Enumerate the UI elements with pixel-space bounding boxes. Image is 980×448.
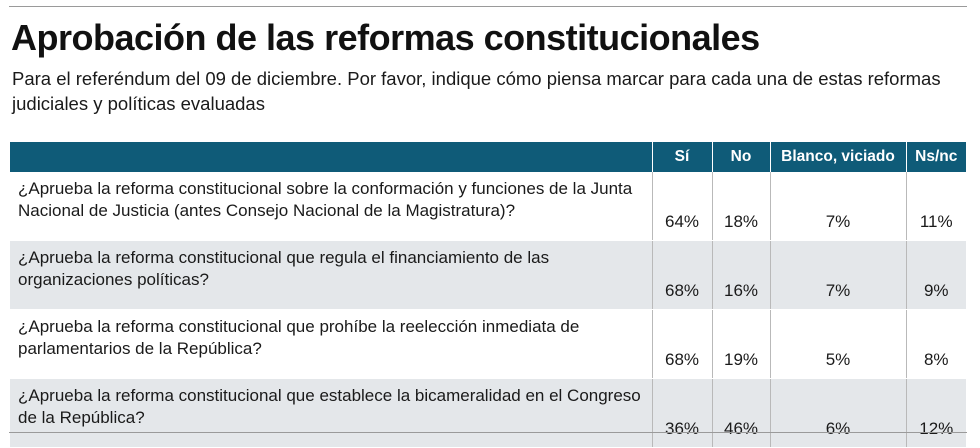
question-cell: ¿Aprueba la reforma constitucional que e… <box>10 378 652 448</box>
results-table: Sí No Blanco, viciado Ns/nc ¿Aprueba la … <box>10 142 966 448</box>
value-blanco-viciado: 5% <box>769 309 906 379</box>
table-row: ¿Aprueba la reforma constitucional sobre… <box>10 172 966 241</box>
value-blanco-viciado: 6% <box>769 378 906 448</box>
header-question <box>10 142 652 172</box>
value-no: 19% <box>711 309 770 379</box>
table-row: ¿Aprueba la reforma constitucional que r… <box>10 240 966 310</box>
header-blanco-viciado: Blanco, viciado <box>769 142 906 172</box>
header-si: Sí <box>651 142 712 172</box>
question-cell: ¿Aprueba la reforma constitucional que p… <box>10 309 652 379</box>
value-si: 36% <box>651 378 712 448</box>
value-ns-nc: 9% <box>905 240 966 310</box>
header-no: No <box>711 142 770 172</box>
table-header-row: Sí No Blanco, viciado Ns/nc <box>10 142 966 172</box>
header-ns-nc: Ns/nc <box>905 142 966 172</box>
table-row: ¿Aprueba la reforma constitucional que p… <box>10 309 966 379</box>
value-blanco-viciado: 7% <box>769 240 906 310</box>
table-row: ¿Aprueba la reforma constitucional que e… <box>10 378 966 448</box>
value-ns-nc: 12% <box>905 378 966 448</box>
value-ns-nc: 11% <box>905 172 966 241</box>
value-no: 16% <box>711 240 770 310</box>
value-no: 18% <box>711 172 770 241</box>
value-no: 46% <box>711 378 770 448</box>
value-si: 64% <box>651 172 712 241</box>
value-si: 68% <box>651 240 712 310</box>
bottom-rule <box>9 432 967 433</box>
chart-title: Aprobación de las reformas constituciona… <box>11 17 760 58</box>
value-si: 68% <box>651 309 712 379</box>
value-blanco-viciado: 7% <box>769 172 906 241</box>
top-rule <box>9 6 967 7</box>
question-cell: ¿Aprueba la reforma constitucional que r… <box>10 240 652 310</box>
chart-subtitle: Para el referéndum del 09 de diciembre. … <box>12 68 941 114</box>
value-ns-nc: 8% <box>905 309 966 379</box>
question-cell: ¿Aprueba la reforma constitucional sobre… <box>10 172 652 241</box>
